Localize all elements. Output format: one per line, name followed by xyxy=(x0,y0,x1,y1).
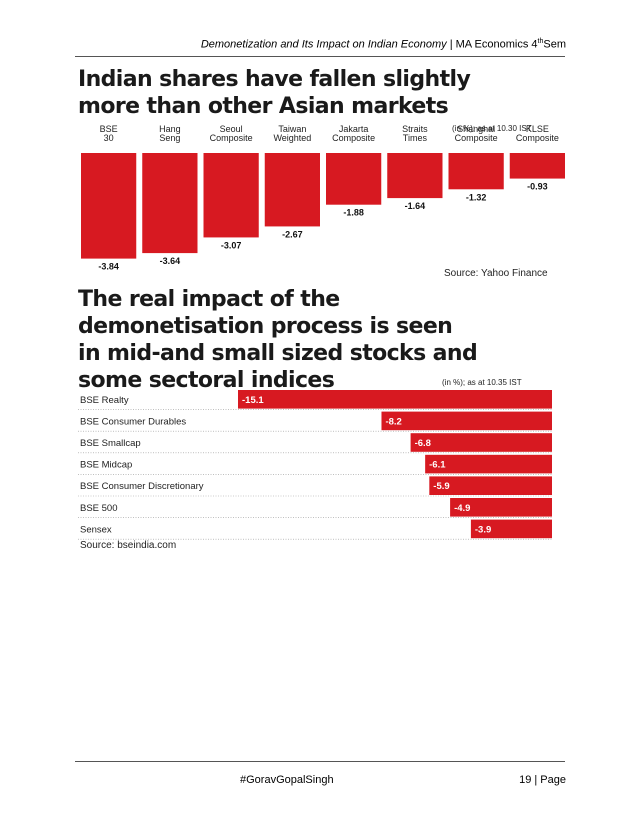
figure2-value-label: -3.9 xyxy=(475,524,491,535)
figure2-value-label: -6.8 xyxy=(415,438,431,449)
figure2-bar xyxy=(429,476,552,495)
figure2-category-label: BSE Consumer Discretionary xyxy=(80,481,204,492)
figure2-bar xyxy=(425,454,552,474)
header-course-sup: th xyxy=(537,38,544,45)
figure1-value-label: -2.67 xyxy=(282,229,303,239)
figure1-category-label: Times xyxy=(403,133,428,143)
figure2-category-label: BSE Midcap xyxy=(80,460,132,471)
figure1-category-label: Composite xyxy=(455,133,498,143)
figure2-category-label: BSE 500 xyxy=(80,503,118,514)
page-header: Demonetization and Its Impact on Indian … xyxy=(0,38,566,51)
figure1-title-line1: Indian shares have fallen slightly xyxy=(78,67,471,92)
figure1-category-label: Composite xyxy=(516,133,559,143)
header-rule xyxy=(75,56,565,57)
figure1-source: Source: Yahoo Finance xyxy=(444,268,548,279)
figure1-value-label: -3.84 xyxy=(98,262,119,272)
figure2-bar xyxy=(381,411,552,431)
figure1-value-label: -3.07 xyxy=(221,240,242,250)
figure2-source: Source: bseindia.com xyxy=(80,540,177,551)
figure1-bar xyxy=(142,153,198,254)
figure1-category-label: Seoul xyxy=(220,124,243,134)
figure2-title-line1: The real impact of the xyxy=(78,287,340,312)
figure1-value-label: -1.64 xyxy=(405,201,426,211)
figure2-category-label: BSE Smallcap xyxy=(80,438,141,449)
figure2-title: The real impact of the demonetisation pr… xyxy=(78,286,568,394)
figure1-category-label: Jakarta xyxy=(339,124,369,134)
figure2-title-line4: some sectoral indices xyxy=(78,368,335,393)
figure1-value-label: -3.64 xyxy=(160,256,181,266)
figure1-title-line2: more than other Asian markets xyxy=(78,94,449,119)
figure1-category-label: Hang xyxy=(159,124,181,134)
figure2-value-label: -4.9 xyxy=(454,503,470,514)
figure1-bar xyxy=(203,153,259,238)
figure2-value-label: -6.1 xyxy=(429,460,446,471)
figure2-category-label: BSE Consumer Durables xyxy=(80,416,186,427)
footer-rule xyxy=(75,761,565,762)
figure2-bar xyxy=(450,498,552,517)
header-title: Demonetization and Its Impact on Indian … xyxy=(200,38,453,51)
figure1-category-label: BSE xyxy=(100,124,118,134)
header-course: MA Economics 4 xyxy=(452,38,538,51)
figure1-value-label: -0.93 xyxy=(527,182,548,192)
figure1-value-label: -1.88 xyxy=(343,208,364,218)
figure2-category-label: BSE Realty xyxy=(80,395,129,406)
figure1-bar xyxy=(326,153,382,205)
figure1-value-label: -1.32 xyxy=(466,192,487,202)
footer-tag: #GoravGopalSingh xyxy=(240,774,334,786)
figure2-value-label: -5.9 xyxy=(433,481,449,492)
figure2-bar xyxy=(470,519,552,539)
figure1-category-label: Straits xyxy=(402,124,428,134)
figure1-category-label: Seng xyxy=(159,133,180,143)
figure1-bar xyxy=(509,153,565,179)
figure1-category-label: Composite xyxy=(332,133,375,143)
figure1-bar xyxy=(387,153,443,199)
figure1-category-label: 30 xyxy=(104,133,114,143)
figure1-bar xyxy=(264,153,320,227)
figure2-note: (in %); as at 10.35 IST xyxy=(442,378,522,387)
figure2-title-line2: demonetisation process is seen xyxy=(78,314,453,339)
figure1-note: (in %); as at 10.30 IST xyxy=(452,124,532,133)
figure1-category-label: Weighted xyxy=(273,133,311,143)
figure2-bar xyxy=(410,433,552,452)
figure2-value-label: -15.1 xyxy=(242,395,264,406)
footer-page-number: 19 | Page xyxy=(519,774,566,786)
figure1-bar xyxy=(81,153,137,259)
figure1-title: Indian shares have fallen slightly more … xyxy=(78,66,568,120)
figure2-title-line3: in mid-and small sized stocks and xyxy=(78,341,478,366)
figure1-bar xyxy=(448,153,504,190)
figure1-category-label: Taiwan xyxy=(278,124,306,134)
figure2-category-label: Sensex xyxy=(80,524,112,535)
figure2-value-label: -8.2 xyxy=(385,416,401,427)
figure1-category-label: Composite xyxy=(210,133,253,143)
header-course-suffix: Sem xyxy=(543,38,566,51)
